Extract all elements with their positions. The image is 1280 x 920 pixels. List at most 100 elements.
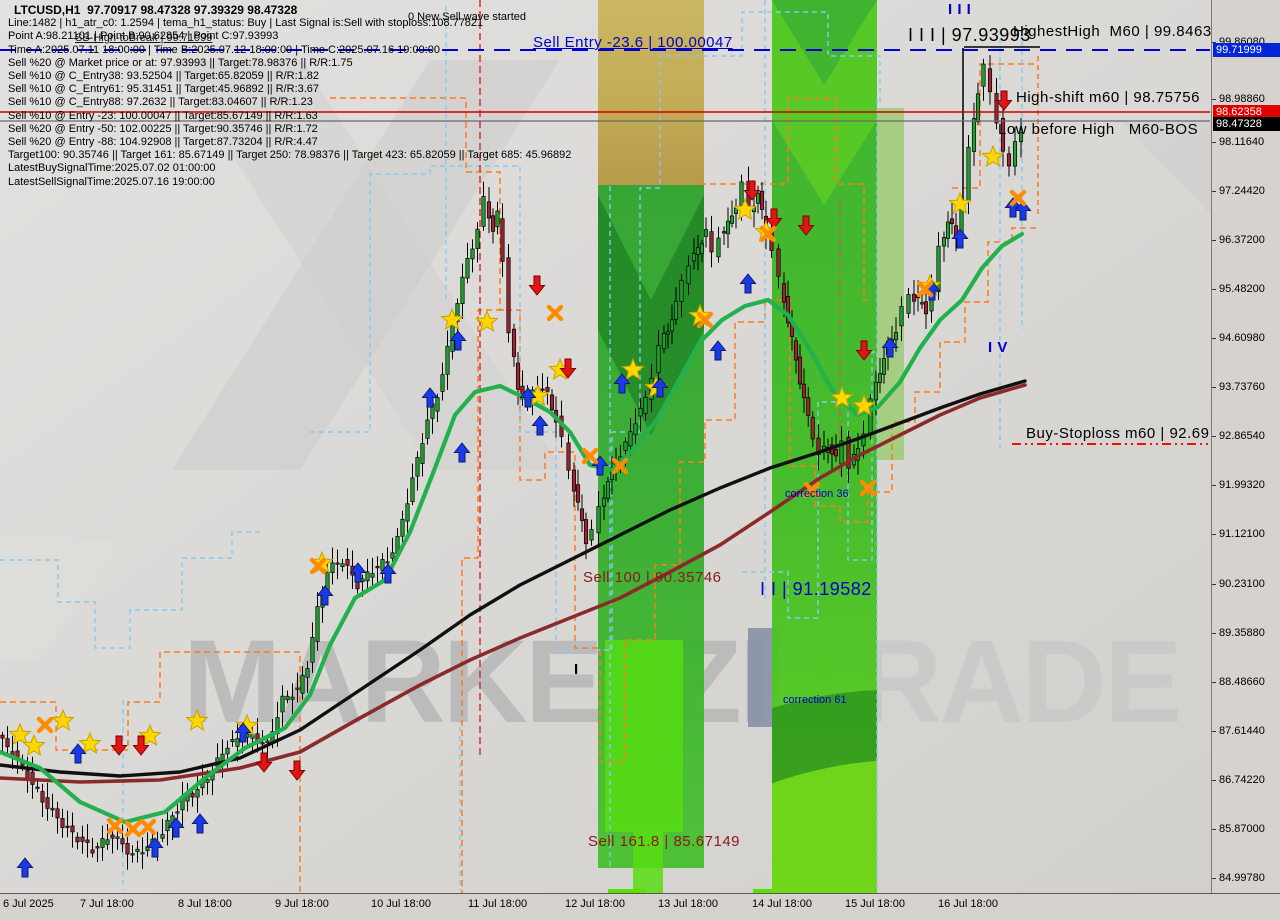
price-axis-label: 85.87000 [1219,823,1265,835]
ma-slow-red [0,383,1027,784]
ma-fast-green [0,231,1025,825]
info-line: Time A:2025.07.11 18:00:00 | Time B:2025… [8,43,440,56]
sb-high-to-break-label: SB-High-toBreak | 99.71999 [75,32,213,44]
time-axis-label: 14 Jul 18:00 [752,898,812,910]
signal-zone-band [608,889,645,893]
wave-ii-price-label: I I | 91.19582 [760,579,872,599]
buy-arrow-icon [951,228,969,249]
price-tick [1212,240,1216,241]
price-tick [1212,878,1216,879]
horizontal-levels[interactable] [0,46,1210,445]
time-axis-label: 8 Jul 18:00 [178,898,232,910]
indicator-step-line [330,97,512,311]
star-signal-icon [948,191,972,214]
sell-arrow-icon [797,215,815,236]
info-line: Target100: 90.35746 || Target 161: 85.67… [8,149,572,162]
buy-arrow-icon [191,813,209,834]
time-axis-label: 13 Jul 18:00 [658,898,718,910]
time-axis-label: 15 Jul 18:00 [845,898,905,910]
x-signal-icon [611,457,629,475]
sell-arrow-icon [765,208,783,229]
buy-arrow-icon [16,857,34,878]
x-signal-icon [124,820,142,838]
info-line: Sell %10 @ Entry -23: 100.00047 || Targe… [8,109,318,122]
signal-zone-band [598,0,704,185]
indicator-step-line [700,97,870,301]
price-tick [1212,633,1216,634]
price-tick [1212,780,1216,781]
star-signal-icon [830,385,854,408]
buy-arrow-icon [421,387,439,408]
price-tick [1212,485,1216,486]
indicator-step-line [0,531,262,649]
price-axis-label: 94.60980 [1219,332,1265,344]
x-signal-icon [803,481,821,499]
x-signal-icon [106,817,124,835]
price-tick [1212,142,1216,143]
time-axis-label: 6 Jul 2025 [3,898,54,910]
buy-arrow-icon [651,377,669,398]
correction-36-label: correction 36 [785,488,849,500]
price-axis-label: 98.98860 [1219,93,1265,105]
price-marker-label: 98.62358 [1213,105,1280,119]
price-axis-label: 88.48660 [1219,676,1265,688]
price-axis[interactable]: 99.86080 98.98860 98.11640 97.24420 96.37200… [1211,0,1280,893]
wave-iv-label: I V [988,339,1008,356]
buy-arrow-icon [613,373,631,394]
x-signal-icon [36,716,54,734]
price-axis-label: 89.35880 [1219,627,1265,639]
wave-iii-blue-label: I I I [948,1,972,18]
time-axis[interactable]: 6 Jul 2025 7 Jul 18:00 8 Jul 18:00 9 Jul 18… [0,893,1280,920]
info-line: Point A:98.21101 | Point B:90.62854 | Po… [8,30,279,43]
price-tick [1212,42,1216,43]
chart-canvas[interactable]: MARKETZI TRADE [0,0,1211,893]
time-axis-label: 9 Jul 18:00 [275,898,329,910]
price-axis-label: 90.23100 [1219,578,1265,590]
price-axis-label: 96.37200 [1219,234,1265,246]
price-tick [1212,338,1216,339]
star-signal-icon [185,708,209,731]
price-marker-label: 99.71999 [1213,43,1280,57]
x-signal-icon [696,311,714,329]
star-signal-icon [78,731,102,754]
sell-arrow-icon [132,735,150,756]
x-signal-icon [916,280,934,298]
correction-61-label: correction 61 [783,694,847,706]
price-tick [1212,289,1216,290]
buy-arrow-icon [379,563,397,584]
sell-161-label: Sell 161.8 | 85.67149 [588,833,741,850]
buy-arrow-icon [709,340,727,361]
price-tick [1212,731,1216,732]
vertical-lines [122,0,1039,890]
x-signal-icon [546,304,564,322]
price-tick [1212,534,1216,535]
sell-arrow-icon [255,752,273,773]
buy-arrow-icon [1014,200,1032,221]
time-axis-label: 7 Jul 18:00 [80,898,134,910]
x-signal-icon [139,818,157,836]
star-signal-icon [981,144,1005,167]
buy-arrow-icon [531,415,549,436]
sell-arrow-icon [528,275,546,296]
indicator-step-line [952,63,1036,189]
price-tick [1212,584,1216,585]
signal-zone-band [633,830,663,893]
buy-arrow-icon [349,562,367,583]
buy-arrow-icon [739,273,757,294]
star-signal-icon [22,733,46,756]
buy-arrow-icon [234,722,252,743]
high-shift-label: High-shift m60 | 98.75756 [1016,89,1200,106]
star-signal-icon [8,722,32,745]
info-line: LatestSellSignalTime:2025.07.16 19:00:00 [8,175,215,188]
star-signal-icon [475,309,499,332]
buy-stoploss-label: Buy-Stoploss m60 | 92.69 [1026,425,1210,442]
info-line: Sell %20 @ Entry -50: 102.00225 || Targe… [8,122,318,135]
wave-iii-price-label: I I I | 97.93993 [908,25,1031,45]
signal-markers [8,90,1032,878]
price-axis-label: 97.24420 [1219,185,1265,197]
info-line: Sell %10 @ C_Entry61: 95.31451 || Target… [8,83,320,96]
ma-mid-black [0,379,1027,778]
sell-arrow-icon [995,90,1013,111]
time-axis-label: 10 Jul 18:00 [371,898,431,910]
